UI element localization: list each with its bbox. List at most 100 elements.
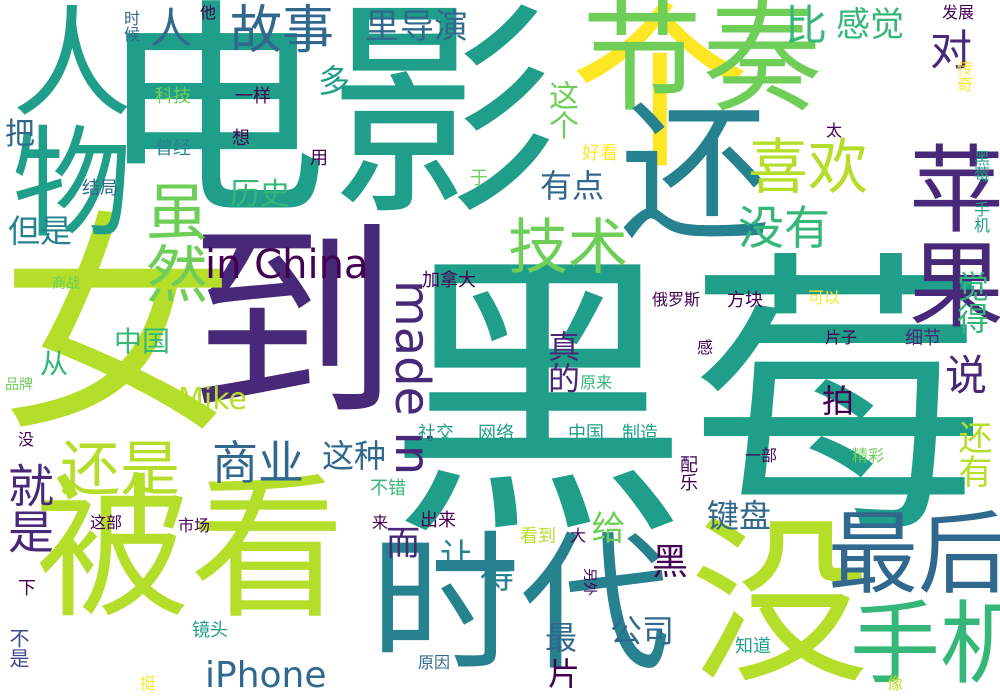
word-shejiao: 社交: [418, 423, 454, 444]
word-chulai: 出来: [420, 510, 456, 531]
word-bushi: 不是: [6, 628, 30, 668]
word-xiang: 想: [232, 128, 250, 149]
word-lai: 来: [372, 513, 389, 532]
word-lingwai: 另外: [581, 568, 597, 596]
word-shangye: 商业: [212, 436, 304, 490]
word-shichang: 市场: [178, 516, 211, 535]
word-xiangv: 像: [887, 674, 904, 693]
word-yong: 用: [310, 148, 328, 169]
word-zhegebig: 这个: [543, 80, 578, 140]
word-keyi: 可以: [808, 288, 841, 307]
word-shouji: 手机: [850, 592, 1000, 697]
word-hei: 黑: [652, 542, 689, 583]
word-beikan: 被看: [35, 459, 345, 640]
word-youdian: 有点: [540, 167, 605, 205]
word-mike: Mike: [178, 382, 247, 417]
word-jingcai: 精彩: [852, 446, 885, 465]
word-ba: 把: [5, 117, 35, 152]
word-daoyan: 导演: [400, 7, 468, 47]
word-zhongguo2: 中国: [568, 423, 604, 444]
word-zhezhong: 这种: [322, 437, 387, 475]
word-xia: 下: [18, 578, 36, 599]
word-jieju: 结局: [82, 178, 118, 199]
word-heimei-shouji: 黑莓 手机: [971, 150, 990, 233]
word-made-in: made in: [384, 280, 440, 476]
word-zui: 最: [545, 619, 578, 657]
word-pingguo: 苹果: [893, 140, 1000, 330]
word-pian: 片: [548, 655, 581, 693]
word-shihou: 时候: [121, 10, 140, 42]
word-dianying: 电影: [98, 0, 559, 248]
word-lishi: 历史: [230, 177, 290, 212]
word-pai: 拍: [822, 382, 855, 420]
word-ganjue: 感觉: [836, 5, 904, 45]
word-yibu: 一部: [745, 446, 778, 465]
word-rang: 让: [440, 537, 474, 577]
word-suiran: 虽然: [135, 180, 208, 304]
word-nv: 女: [0, 193, 235, 466]
word-jishu: 技术: [508, 213, 628, 283]
word-gan: 感: [697, 338, 714, 357]
word-xijie: 细节: [905, 328, 941, 349]
word-ta: 他: [197, 4, 216, 20]
word-ting: 挺: [140, 674, 157, 693]
word-zhebu: 这部: [90, 513, 123, 532]
word-zhidao: 知道: [735, 636, 771, 657]
word-cong: 从: [40, 347, 69, 380]
word-jiushi: 就是: [1, 462, 55, 554]
word-bucuo: 不错: [370, 478, 406, 499]
word-mei: 没: [690, 500, 871, 700]
word-yuanyin: 原因: [418, 653, 451, 672]
word-pianzi: 片子: [825, 328, 858, 347]
word-haokan: 好看: [582, 143, 618, 164]
word-eluosi: 俄罗斯: [652, 290, 701, 309]
word-iphone: iPhone: [205, 655, 327, 696]
word-zhongguo: 中国: [114, 325, 171, 358]
word-renwu: 人物: [0, 0, 130, 240]
word-zhende: 真的: [543, 330, 581, 394]
word-ge: 个: [570, 0, 751, 194]
word-haiyou: 还有: [952, 420, 992, 488]
word-peiyue: 配乐: [677, 455, 698, 491]
word-jingtou: 镜头: [192, 620, 228, 641]
word-pinpai: 品牌: [5, 377, 33, 393]
word-yiyang: 一样: [235, 86, 271, 107]
word-meiyou: 没有: [738, 201, 830, 255]
word-bi: 比: [785, 1, 828, 50]
word-gei: 给: [585, 510, 625, 544]
word-haishi: 还是: [60, 435, 180, 505]
word-tai: 太: [826, 121, 843, 140]
word-zuihou: 最后: [828, 502, 1000, 607]
word-jianpan: 键盘: [707, 497, 772, 535]
word-keji: 科技: [155, 86, 191, 107]
word-yu: 于: [470, 168, 488, 189]
word-kandao: 看到: [520, 526, 556, 547]
word-gongsi: 公司: [610, 612, 675, 650]
word-danshi: 但是: [8, 212, 73, 250]
word-ren: 人: [150, 4, 193, 53]
word-gushi: 故事: [230, 1, 335, 61]
word-er: 而: [386, 524, 420, 564]
word-zhizao: 制造: [622, 423, 658, 444]
word-duo: 多: [318, 62, 351, 100]
word-cengjing: 曾经: [155, 138, 191, 159]
word-wangluo: 网络: [478, 423, 514, 444]
word-da: 大: [570, 526, 587, 545]
word-shidai: 时代: [370, 518, 671, 692]
word-heimei: 黑莓: [388, 227, 988, 576]
word-xihuan: 喜欢: [748, 133, 868, 203]
word-chuanqi: 传奇: [954, 60, 973, 92]
word-yuanlai: 原来: [580, 373, 613, 392]
word-hai: 还: [620, 88, 771, 262]
word-dao: 到: [188, 202, 399, 447]
word-in-china: in China: [205, 242, 369, 288]
word-shuo: 说: [945, 351, 988, 400]
word-fazhan: 发展: [942, 3, 975, 22]
word-juede: 觉得: [952, 270, 990, 334]
word-jianada: 加拿大: [422, 270, 476, 291]
word-meiv: 没: [18, 430, 35, 449]
word-fangkuai: 方块: [727, 290, 763, 311]
word-shangzhan: 商战: [52, 276, 80, 292]
word-de: 得: [480, 557, 514, 597]
